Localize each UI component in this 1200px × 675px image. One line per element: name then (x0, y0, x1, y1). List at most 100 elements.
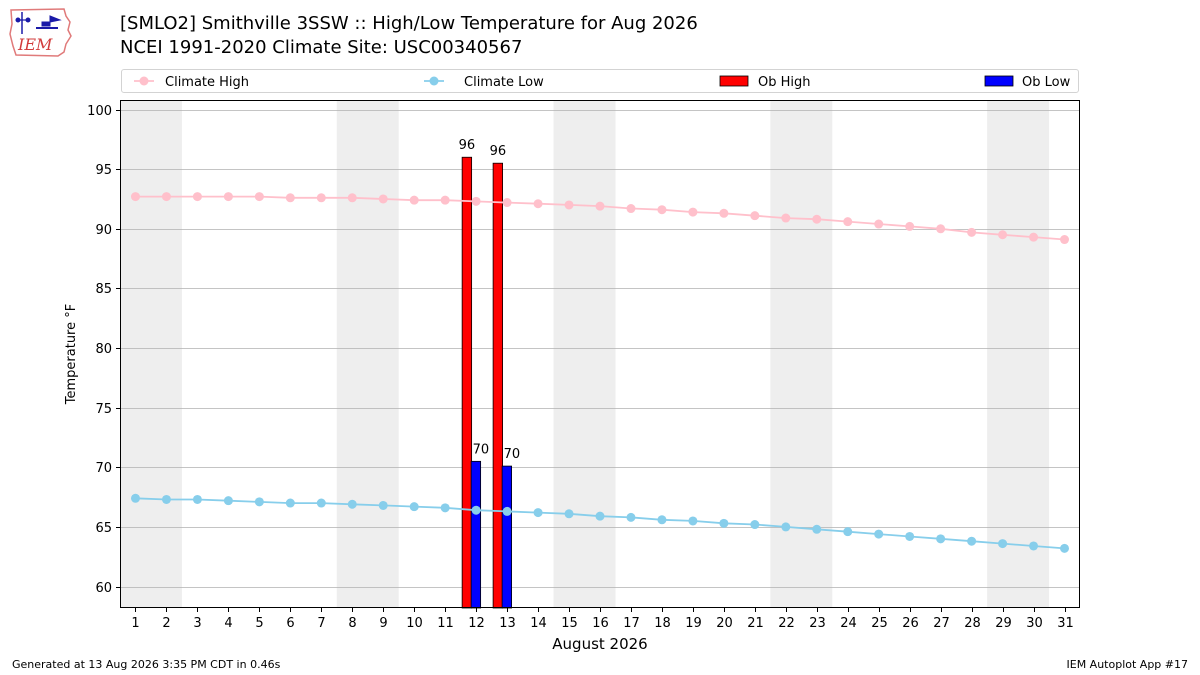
climate-lines (130, 192, 1070, 553)
climate-low-point (285, 498, 295, 508)
x-tick-label: 22 (778, 616, 795, 631)
legend: Climate High Climate Low Ob High Ob Low (121, 69, 1079, 93)
climate-high-point (1029, 232, 1039, 242)
weather-station-icon (15, 12, 62, 34)
climate-low-point (316, 498, 326, 508)
legend-label-climate-high: Climate High (165, 75, 249, 90)
climate-low-point (967, 536, 977, 546)
plot-frame (120, 100, 1080, 608)
x-tick-label: 6 (286, 616, 294, 631)
app-label: IEM Autoplot App #17 (1066, 658, 1189, 671)
climate-low-point (130, 493, 140, 503)
climate-high-point (998, 230, 1008, 240)
climate-low-point (936, 534, 946, 544)
climate-low-point (998, 539, 1008, 549)
legend-label-ob-high: Ob High (758, 75, 811, 90)
weekend-band (987, 100, 1050, 608)
climate-high-point (347, 193, 357, 203)
climate-high-point (316, 193, 326, 203)
climate-low-point (254, 497, 264, 507)
ob-bars (461, 156, 512, 609)
x-tick-label: 29 (995, 616, 1012, 631)
climate-low-point (905, 531, 915, 541)
weekend-band (553, 100, 616, 608)
generated-timestamp: Generated at 13 Aug 2026 3:35 PM CDT in … (12, 658, 281, 671)
climate-high-point (409, 195, 419, 205)
ob-low-bar (501, 465, 512, 609)
y-tick-label: 85 (95, 282, 112, 297)
legend-label-ob-low: Ob Low (1022, 75, 1071, 90)
ob-high-bar (492, 162, 503, 609)
x-tick-label: 31 (1057, 616, 1074, 631)
climate-high-point (471, 196, 481, 206)
climate-low-point (223, 496, 233, 506)
x-tick-label: 23 (809, 616, 826, 631)
climate-high-point (378, 194, 388, 204)
y-tick-label: 80 (95, 342, 112, 357)
x-tick-label: 18 (654, 616, 671, 631)
climate-low-point (626, 512, 636, 522)
climate-low-point (595, 511, 605, 521)
x-tick-label: 2 (162, 616, 170, 631)
climate-high-point (719, 208, 729, 218)
x-tick-label: 5 (255, 616, 263, 631)
ob-low-bar (470, 460, 482, 609)
weekend-band (336, 100, 399, 608)
chart-subtitle: NCEI 1991-2020 Climate Site: USC00340567 (120, 37, 523, 58)
climate-low-point (874, 529, 884, 539)
logo-text: IEM (17, 35, 53, 54)
climate-low-point (161, 494, 171, 504)
x-tick-label: 21 (747, 616, 764, 631)
x-tick-label: 26 (902, 616, 919, 631)
climate-high-point (285, 193, 295, 203)
legend-item-climate-high: Climate High (134, 75, 249, 90)
legend-item-ob-low: Ob Low (984, 75, 1071, 90)
climate-high-point (750, 211, 760, 221)
climate-low-point (502, 506, 512, 516)
iem-logo: IEM (9, 8, 72, 57)
y-tick-label: 75 (95, 402, 112, 417)
climate-high-point (905, 221, 915, 231)
x-tick-label: 7 (317, 616, 325, 631)
climate-low-point (440, 503, 450, 513)
climate-high-point (843, 217, 853, 227)
climate-low-point (657, 515, 667, 525)
climate-high-point (161, 192, 171, 202)
legend-item-climate-low: Climate Low (424, 75, 544, 90)
x-tick-label: 28 (964, 616, 981, 631)
y-tick-label: 90 (95, 223, 112, 238)
climate-high-point (626, 204, 636, 214)
x-tick-label: 12 (468, 616, 485, 631)
x-tick-label: 8 (348, 616, 356, 631)
ob-high-bar (461, 156, 473, 609)
x-tick-label: 9 (379, 616, 387, 631)
climate-high-point (564, 200, 574, 210)
x-tick-label: 17 (623, 616, 640, 631)
weekend-bands (120, 100, 1050, 608)
y-tick-label: 70 (95, 461, 112, 476)
weekend-band (120, 100, 182, 608)
x-tick-label: 30 (1026, 616, 1043, 631)
climate-high-point (781, 213, 791, 223)
x-tick-label: 3 (193, 616, 201, 631)
x-tick-label: 10 (406, 616, 423, 631)
climate-low-point (533, 508, 543, 518)
x-tick-label: 15 (561, 616, 578, 631)
x-tick-label: 27 (933, 616, 950, 631)
x-tick-label: 19 (685, 616, 702, 631)
x-tick-label: 1 (131, 616, 139, 631)
climate-high-point (192, 192, 202, 202)
ob-low-label: 70 (504, 447, 521, 462)
climate-high-point (657, 205, 667, 215)
climate-high-point (533, 199, 543, 209)
y-axis-label: Temperature °F (64, 304, 79, 405)
climate-low-point (688, 516, 698, 526)
climate-high-point (440, 195, 450, 205)
climate-high-point (1060, 235, 1070, 245)
climate-low-point (409, 502, 419, 512)
x-axis: 1 2 3 4 5 6 7 8 9 10 11 12 13 14 15 16 17 18 19 20 21 22 23 24 2… (131, 608, 1074, 631)
grid-lines (120, 110, 1080, 588)
climate-high-point (812, 214, 822, 224)
x-tick-label: 11 (437, 616, 454, 631)
climate-high-point (595, 201, 605, 211)
